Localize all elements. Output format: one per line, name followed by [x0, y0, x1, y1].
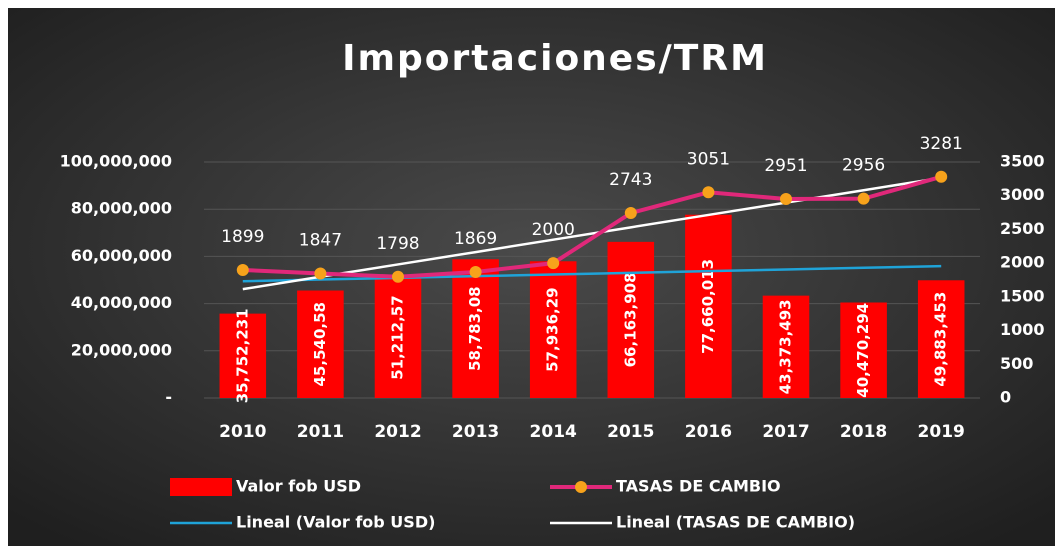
y2-tick-label: 3500 [1000, 152, 1045, 171]
rate-marker [857, 192, 870, 205]
y-tick-label: - [165, 388, 172, 407]
rate-marker [935, 170, 948, 183]
x-tick-label: 2011 [297, 422, 344, 442]
rate-value-label: 3051 [687, 149, 730, 169]
bar [917, 280, 965, 398]
bar-value-label: 66,163,908 [621, 272, 639, 367]
rate-marker [780, 193, 792, 206]
rate-marker [624, 207, 637, 220]
y2-tick-label: 1500 [1000, 286, 1045, 305]
legend-label: Lineal (TASAS DE CAMBIO) [616, 513, 855, 532]
y2-tick-label: 3000 [1000, 185, 1045, 204]
legend-label: TASAS DE CAMBIO [616, 477, 781, 496]
rate-value-label: 1869 [454, 229, 497, 249]
y-tick-label: 80,000,000 [71, 199, 172, 218]
y-tick-label: 20,000,000 [71, 340, 172, 359]
bar [762, 295, 810, 398]
x-tick-label: 2013 [452, 422, 499, 442]
rate-value-label: 3281 [920, 134, 963, 154]
trend-line [242, 264, 942, 283]
rate-line [242, 174, 942, 279]
bar [297, 290, 344, 398]
bar-value-label: 77,660,013 [699, 259, 717, 354]
bar-value-label: 35,752,231 [233, 308, 251, 403]
bar [219, 313, 267, 398]
x-tick-label: 2017 [762, 422, 809, 442]
x-tick-label: 2012 [374, 422, 421, 442]
legend-label: Lineal (Valor fob USD) [236, 513, 435, 532]
y-tick-label: 40,000,000 [71, 293, 172, 312]
x-tick-label: 2010 [219, 422, 266, 442]
x-tick-label: 2014 [530, 422, 577, 442]
bar [840, 302, 887, 398]
rate-value-label: 2000 [532, 220, 575, 240]
bar [607, 241, 655, 398]
legend-marker [575, 481, 587, 493]
y2-tick-label: 0 [1000, 388, 1011, 407]
bar-value-label: 57,936,29 [544, 287, 562, 371]
rate-value-label: 2951 [764, 156, 807, 176]
x-tick-label: 2016 [685, 422, 732, 442]
bar-value-label: 43,373,493 [777, 299, 795, 394]
bar-value-label: 45,540,58 [311, 302, 329, 386]
y2-tick-label: 500 [1000, 354, 1033, 373]
bar [374, 277, 422, 398]
rate-marker [314, 267, 327, 280]
rate-value-label: 2743 [609, 170, 652, 190]
bar-value-label: 49,883,453 [932, 292, 950, 387]
legend-label: Valor fob USD [236, 477, 361, 496]
x-tick-label: 2015 [607, 422, 654, 442]
rate-marker [392, 270, 404, 283]
y-tick-label: 100,000,000 [60, 152, 172, 171]
legend-swatch [170, 478, 232, 496]
rate-marker [236, 263, 249, 276]
rate-marker [702, 186, 715, 199]
bar-value-label: 40,470,294 [854, 303, 872, 398]
rate-value-label: 1847 [299, 230, 342, 250]
trend-line [242, 176, 942, 291]
y2-tick-label: 1000 [1000, 320, 1045, 339]
bar [685, 214, 732, 398]
rate-value-label: 1798 [376, 234, 419, 254]
bar-value-label: 58,783,08 [466, 286, 484, 370]
bar [529, 261, 577, 398]
bar [452, 259, 499, 398]
rate-marker [469, 265, 482, 278]
y2-tick-label: 2500 [1000, 219, 1045, 238]
bar-value-label: 51,212,57 [389, 295, 407, 379]
y2-tick-label: 2000 [1000, 253, 1045, 272]
x-tick-label: 2018 [840, 422, 887, 442]
rate-value-label: 1899 [221, 227, 264, 247]
chart-title: Importaciones/TRM [342, 38, 768, 79]
y-tick-label: 60,000,000 [71, 246, 172, 265]
rate-value-label: 2956 [842, 156, 885, 176]
x-tick-label: 2019 [918, 422, 965, 442]
rate-marker [547, 257, 560, 270]
